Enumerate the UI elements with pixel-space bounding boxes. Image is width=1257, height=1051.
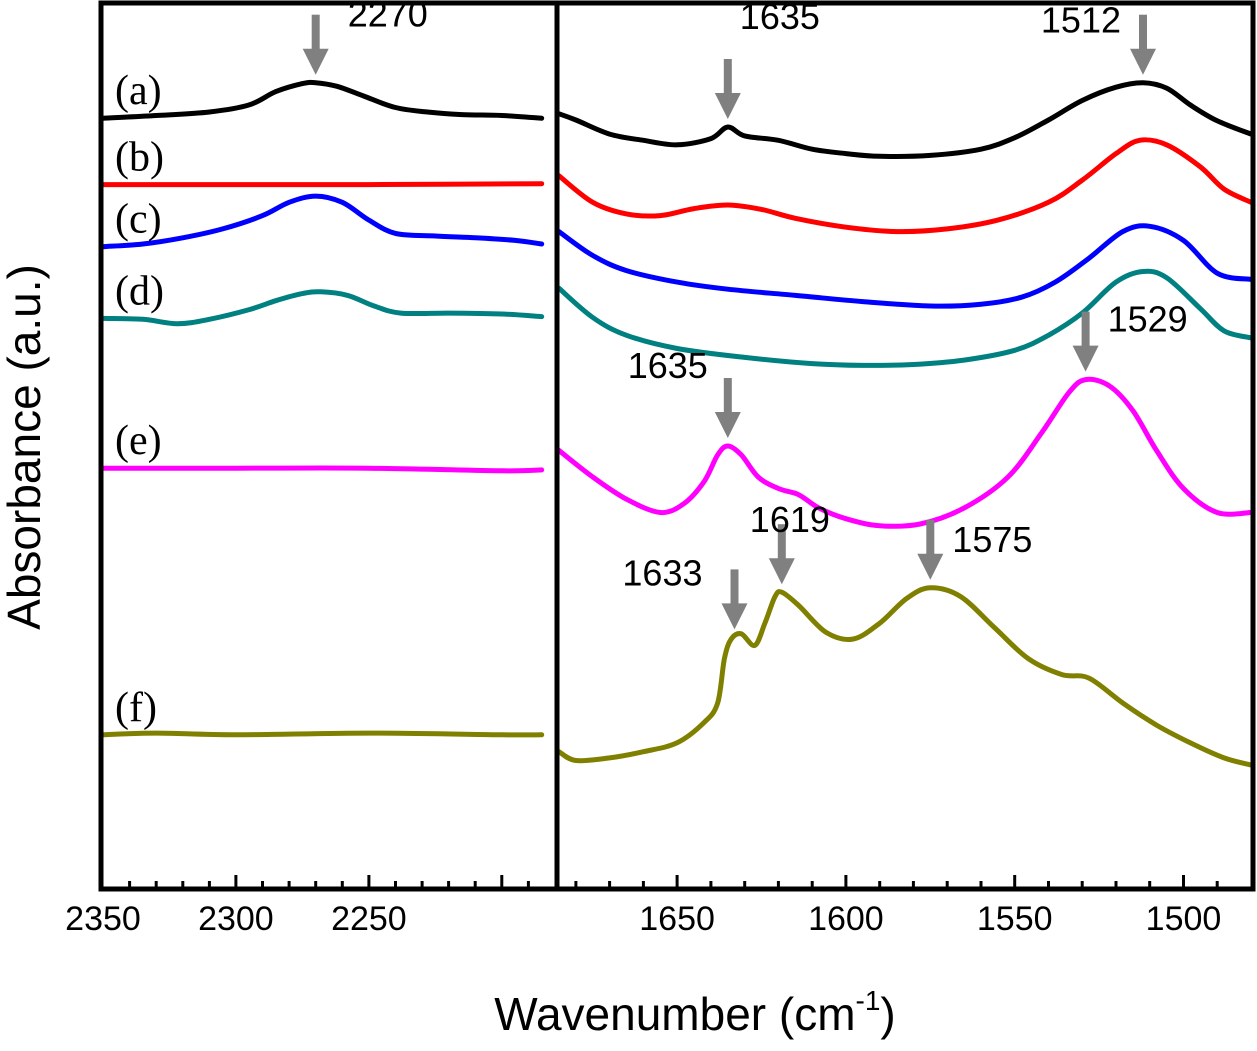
series-line-c-left [100,193,545,250]
series-line-e-right [556,376,1254,529]
series-label-f: (f) [115,685,157,731]
annotation-label-7: 1575 [952,519,1032,560]
annotation-label-1: 1635 [740,0,820,37]
series-line-d-left [100,289,545,327]
x-tick-label-left-2300: 2300 [198,900,274,938]
curves-layer [100,79,1254,768]
series-line-d-right [556,268,1254,368]
annotation-arrow-head-6 [768,558,795,585]
x-axis-title: Wavenumber (cm-1) [494,985,896,1040]
series-labels-layer: (a) (b) (c) (d) (e) (f) [115,68,164,731]
series-line-f-right [556,585,1254,768]
annotation-3: 1635 [628,345,741,438]
x-axis-title-suffix: ) [880,988,895,1040]
annotation-arrow-shaft-5 [730,569,739,608]
annotation-label-2: 1512 [1041,0,1121,41]
series-line-b-left [100,181,545,188]
y-axis-title: Absorbance (a.u.) [0,264,50,630]
annotations-layer: 2270 1635 1512 1635 1529 1633 1619 1575 [302,0,1188,630]
x-tick-label-left-2350: 2350 [65,900,141,938]
x-tick-label-right-1650: 1650 [639,900,715,938]
annotation-arrow-head-1 [714,93,741,119]
annotation-1: 1635 [714,0,820,119]
annotation-arrow-shaft-2 [1139,14,1147,53]
x-tick-label-left-2250: 2250 [331,900,407,938]
annotation-arrow-head-4 [1072,345,1099,372]
plot-frame [98,0,1256,892]
annotation-arrow-head-2 [1130,48,1156,75]
annotation-label-4: 1529 [1108,299,1188,340]
series-label-a: (a) [115,68,162,114]
series-label-c: (c) [115,197,162,243]
series-line-c-right [556,223,1254,309]
annotation-0: 2270 [302,0,428,75]
annotation-arrow-head-3 [714,412,741,438]
annotation-5: 1633 [622,552,748,630]
annotation-label-3: 1635 [628,345,708,386]
series-line-e-left [100,465,545,474]
annotation-arrow-shaft-4 [1081,311,1090,350]
annotation-arrow-shaft-3 [723,378,732,416]
series-line-f-left [100,730,545,738]
x-tick-label-right-1550: 1550 [977,900,1053,938]
annotation-label-0: 2270 [348,0,428,35]
annotation-label-6: 1619 [750,499,830,540]
series-label-d: (d) [115,268,164,314]
annotation-arrow-shaft-6 [777,524,786,563]
x-axis-title-main: Wavenumber (cm [494,988,855,1040]
annotation-2: 1512 [1041,0,1156,75]
annotation-arrow-shaft-0 [311,14,320,53]
x-tick-label-right-1500: 1500 [1146,900,1222,938]
ticks-layer: 2350 2300 2250 1650 1600 1550 1500 [65,875,1221,938]
annotation-arrow-head-0 [302,48,329,75]
annotation-label-5: 1633 [622,552,702,593]
series-line-b-right [556,137,1254,235]
annotation-arrow-shaft-1 [723,59,732,97]
annotation-arrow-head-7 [917,553,944,580]
annotation-6: 1619 [750,499,830,585]
series-label-e: (e) [115,418,162,464]
x-axis-title-superscript: -1 [856,985,881,1016]
series-label-b: (b) [115,135,164,181]
annotation-arrow-head-5 [721,603,748,630]
annotation-7: 1575 [917,519,1032,580]
annotation-4: 1529 [1072,299,1188,372]
series-line-a-left [100,79,545,121]
series-line-a-right [556,80,1254,159]
annotation-arrow-shaft-7 [926,519,935,558]
x-tick-label-right-1600: 1600 [808,900,884,938]
